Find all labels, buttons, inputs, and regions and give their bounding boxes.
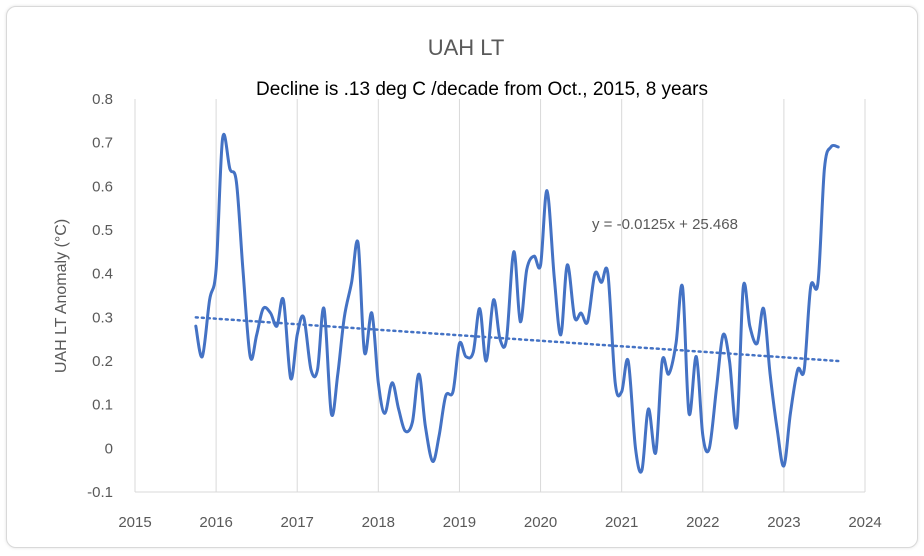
y-tick-label: 0.4 [92, 266, 113, 283]
chart-title: UAH LT [428, 35, 505, 60]
trendline [194, 316, 840, 363]
x-tick-label: 2017 [281, 514, 314, 531]
y-tick-label: 0.5 [92, 222, 113, 239]
x-tick-label: 2024 [848, 514, 881, 531]
y-tick-label: 0.7 [92, 135, 113, 152]
y-tick-label: 0.8 [92, 91, 113, 108]
x-tick-label: 2021 [605, 514, 638, 531]
x-tick-label: 2022 [686, 514, 719, 531]
vertical-gridlines [134, 99, 866, 492]
x-tick-label: 2019 [443, 514, 476, 531]
x-tick-label: 2016 [199, 514, 232, 531]
x-tick-label: 2023 [767, 514, 800, 531]
y-axis-title: UAH LT Anomaly (°C) [53, 219, 70, 373]
chart-subtitle: Decline is .13 deg C /decade from Oct., … [256, 79, 708, 100]
y-tick-labels: -0.1 0 0.1 0.2 0.3 0.4 0.5 0.6 0.7 0.8 [87, 91, 113, 501]
y-tick-label: 0.2 [92, 353, 113, 370]
x-tick-label: 2020 [524, 514, 557, 531]
series-line [194, 133, 840, 474]
x-tick-label: 2015 [118, 514, 151, 531]
y-tick-label: 0.1 [92, 397, 113, 414]
y-tick-label: 0.3 [92, 309, 113, 326]
chart-frame [6, 6, 918, 548]
trendline-equation: y = -0.0125x + 25.468 [592, 216, 738, 233]
x-tick-label: 2018 [362, 514, 395, 531]
y-tick-label: 0.6 [92, 178, 113, 195]
y-tick-label: -0.1 [87, 484, 113, 501]
x-tick-labels: 2015 2016 2017 2018 2019 2020 2021 2022 2023 2024 [118, 514, 881, 531]
y-tick-label: 0 [105, 440, 113, 457]
